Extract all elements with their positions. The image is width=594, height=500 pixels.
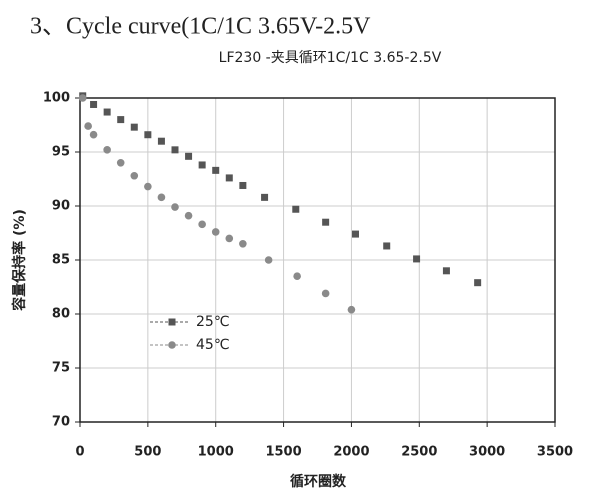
data-point — [293, 272, 301, 281]
data-point — [442, 267, 450, 275]
data-point — [78, 94, 87, 102]
data-point — [225, 174, 233, 182]
data-point — [198, 220, 206, 229]
y-tick-label: 75 — [52, 361, 70, 376]
data-point — [117, 116, 125, 124]
y-tick-label: 95 — [52, 145, 70, 160]
y-tick-label: 80 — [52, 307, 70, 322]
x-tick-label: 1000 — [198, 445, 234, 460]
x-tick-label: 0 — [75, 445, 84, 460]
legend-marker — [168, 341, 176, 349]
data-point — [198, 161, 206, 169]
data-point — [185, 152, 193, 160]
data-point — [157, 193, 166, 202]
x-axis-label: 循环圈数 — [290, 473, 347, 490]
data-point — [89, 130, 98, 139]
data-point — [347, 305, 356, 314]
legend-label: 45℃ — [196, 337, 230, 353]
x-tick-label: 2000 — [333, 445, 369, 460]
y-tick-label: 100 — [43, 91, 70, 106]
data-point — [322, 218, 330, 226]
data-point — [157, 137, 165, 145]
data-point — [239, 181, 247, 189]
x-tick-label: 500 — [134, 445, 161, 460]
y-tick-label: 90 — [52, 199, 70, 214]
x-tick-label: 2500 — [401, 445, 437, 460]
y-tick-label: 85 — [52, 253, 70, 268]
data-point — [352, 230, 359, 238]
data-point — [211, 228, 220, 236]
data-point — [103, 146, 111, 154]
data-point — [144, 182, 152, 191]
data-point — [474, 279, 482, 287]
data-point — [84, 122, 92, 130]
data-point — [413, 255, 421, 263]
data-point — [292, 205, 300, 213]
data-point — [321, 289, 330, 298]
data-point — [212, 166, 220, 174]
data-point — [239, 240, 247, 248]
data-point — [130, 123, 138, 131]
x-tick-label: 1500 — [265, 445, 301, 460]
y-axis-label: 容量保持率 (%) — [11, 209, 28, 312]
data-point — [103, 108, 111, 116]
data-point — [130, 171, 139, 180]
data-point — [171, 203, 179, 211]
data-point — [261, 193, 269, 201]
chart-title: LF230 -夹具循环1C/1C 3.65-2.5V — [219, 50, 442, 66]
plot-frame — [79, 97, 556, 423]
data-point — [116, 159, 125, 167]
data-point — [184, 211, 193, 220]
data-point — [90, 100, 98, 108]
x-tick-label: 3500 — [537, 445, 573, 460]
data-point — [144, 131, 152, 139]
data-point — [225, 234, 234, 243]
y-tick-label: 70 — [52, 415, 70, 430]
x-tick-label: 3000 — [469, 445, 505, 460]
data-point — [171, 146, 179, 154]
section-heading: 3、Cycle curve(1C/1C 3.65V-2.5V — [30, 14, 371, 40]
data-point — [264, 256, 273, 264]
data-point — [383, 242, 391, 250]
legend-marker — [168, 318, 176, 326]
legend-label: 25℃ — [196, 314, 230, 330]
